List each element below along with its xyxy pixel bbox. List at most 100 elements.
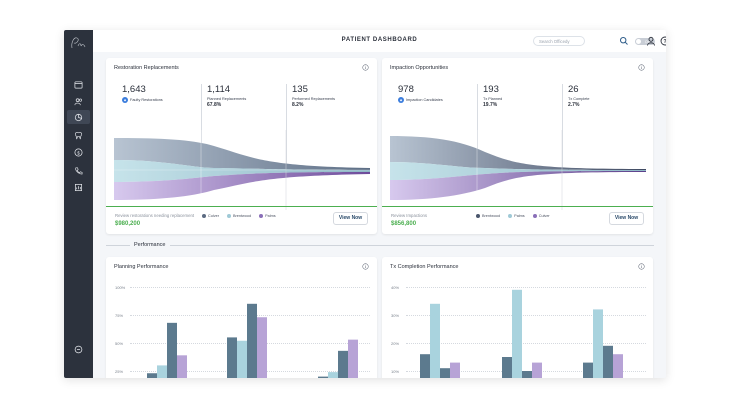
- info-icon[interactable]: [638, 64, 645, 71]
- bar-group3-series2: [593, 309, 603, 378]
- metric-label: Impaction Candidates: [406, 98, 443, 102]
- y-tick-label: 30%: [391, 313, 400, 318]
- footer-text: Review restorations needing replacement: [115, 213, 195, 218]
- card-footer: Review Impactions $856,800 View Now: [382, 206, 653, 234]
- metric-label: Faulty Restorations: [130, 98, 163, 102]
- tooth-badge-icon: ◆: [122, 97, 128, 103]
- metric-value: 26: [568, 84, 579, 95]
- metric-value: 1,643: [122, 84, 146, 95]
- card-footer: Review restorations needing replacement …: [106, 206, 377, 234]
- funnel-band-culver: [390, 171, 646, 200]
- legend: Brentwood Palms Culver: [476, 214, 550, 218]
- bar-group1-series3: [440, 368, 450, 378]
- bar-group3-series3: [338, 350, 348, 378]
- planning-performance-card: Planning Performance 100% 75% 50% 25%: [106, 257, 377, 378]
- calendar-icon[interactable]: [71, 77, 85, 91]
- bar-group2-series1: [227, 337, 237, 378]
- dollar-icon[interactable]: $: [71, 145, 85, 159]
- search-icon[interactable]: [619, 36, 629, 46]
- bar-group3-series2: [328, 372, 338, 378]
- search-input[interactable]: Search Officedy: [533, 36, 585, 46]
- y-tick-label: 25%: [115, 369, 124, 374]
- legend-item: Brentwood: [226, 214, 252, 218]
- metric-label: Tx Complete: [568, 97, 590, 101]
- bar-group2-series4: [532, 362, 542, 378]
- svg-text:?: ?: [663, 39, 666, 45]
- mode-toggle[interactable]: On: [635, 38, 655, 45]
- bar-group1-series2: [157, 365, 167, 378]
- funnel-band-culver: [114, 138, 370, 170]
- bar-group3-series3: [603, 345, 613, 378]
- top-header: PATIENT DASHBOARD Search Officedy On ?: [93, 30, 666, 52]
- footer-text: Review Impactions: [391, 213, 428, 218]
- bar-group1-series3: [167, 322, 177, 378]
- info-icon[interactable]: [638, 263, 645, 270]
- legend-swatch: [202, 214, 206, 218]
- y-tick-label: 100%: [115, 285, 126, 290]
- restoration-funnel-chart: [114, 130, 370, 210]
- bar-group2-series3: [247, 303, 257, 378]
- view-now-button[interactable]: View Now: [609, 212, 644, 225]
- tooth-icon[interactable]: [71, 128, 85, 142]
- svg-text:$: $: [77, 150, 80, 155]
- brand-logo: [71, 37, 86, 49]
- funnel-band-brentwood: [390, 136, 646, 170]
- legend-swatch: [476, 214, 480, 218]
- bar-group3-series1: [583, 362, 593, 378]
- metric-value: 193: [483, 84, 499, 95]
- footer-amount: $856,800: [391, 221, 417, 227]
- legend-label: Brentwood: [482, 214, 501, 218]
- bar-group2-series3: [522, 371, 532, 378]
- section-label: Performance: [130, 242, 170, 248]
- impaction-card: Impaction Opportunities 978 ◆ Impaction C…: [382, 58, 653, 234]
- y-tick-label: 20%: [391, 341, 400, 346]
- footer-amount: $980,200: [115, 221, 141, 227]
- legend-swatch: [508, 214, 513, 218]
- bar-group2-series2: [512, 289, 522, 378]
- metric-planned: 1,114 Planned Replacements 67.8%: [207, 84, 246, 108]
- legend-item: Palms: [259, 214, 276, 218]
- metric-label: Performed Replacements: [292, 97, 336, 101]
- legend-label: Palms: [514, 214, 525, 218]
- chat-icon[interactable]: [71, 342, 85, 356]
- view-now-button[interactable]: View Now: [333, 212, 368, 225]
- chart-icon[interactable]: [67, 110, 90, 124]
- metric-tx-planned: 193 Tx Planned 19.7%: [483, 84, 502, 108]
- card-title: Restoration Replacements: [114, 65, 179, 71]
- metric-performed: 135 Performed Replacements 8.2%: [292, 84, 335, 108]
- legend-item: Palms: [508, 214, 525, 218]
- account-icon[interactable]: [646, 36, 656, 46]
- phone-icon[interactable]: [71, 163, 85, 177]
- divider: [562, 84, 563, 172]
- legend-label: Culver: [538, 214, 550, 218]
- legend-label: Brentwood: [232, 214, 252, 218]
- bar-group2-series4: [257, 317, 267, 378]
- legend: Culver Brentwood Palms: [202, 214, 276, 218]
- impaction-funnel-chart: [390, 130, 646, 210]
- metric-label: Planned Replacements: [207, 97, 247, 101]
- bar-group1-series1: [420, 354, 430, 378]
- legend-item: Culver: [532, 214, 550, 218]
- funnel-band-palms: [114, 172, 370, 200]
- legend-label: Culver: [208, 214, 219, 218]
- bar-group1-series4: [177, 355, 187, 378]
- help-icon[interactable]: ?: [660, 36, 666, 46]
- report-icon[interactable]: [71, 180, 85, 194]
- page-title: PATIENT DASHBOARD: [341, 37, 418, 43]
- toggle-label: On: [645, 39, 650, 44]
- legend-swatch: [259, 214, 264, 218]
- grid-line: [406, 287, 646, 288]
- metric-tx-complete: 26 Tx Complete 2.7%: [568, 84, 590, 108]
- metric-value: 978: [398, 84, 414, 95]
- card-title: Impaction Opportunities: [390, 65, 449, 71]
- bar-group1-series4: [450, 362, 460, 378]
- bar-group1-series1: [147, 373, 157, 378]
- metric-value: 1,114: [207, 84, 231, 95]
- y-tick-label: 75%: [115, 313, 124, 318]
- users-icon[interactable]: [71, 94, 85, 108]
- bar-group2-series2: [237, 340, 247, 378]
- metric-percent: 67.8%: [207, 102, 222, 108]
- info-icon[interactable]: [362, 64, 369, 71]
- tx-completion-card: Tx Completion Performance 40% 30% 20% 10…: [382, 257, 653, 378]
- info-icon[interactable]: [362, 263, 369, 270]
